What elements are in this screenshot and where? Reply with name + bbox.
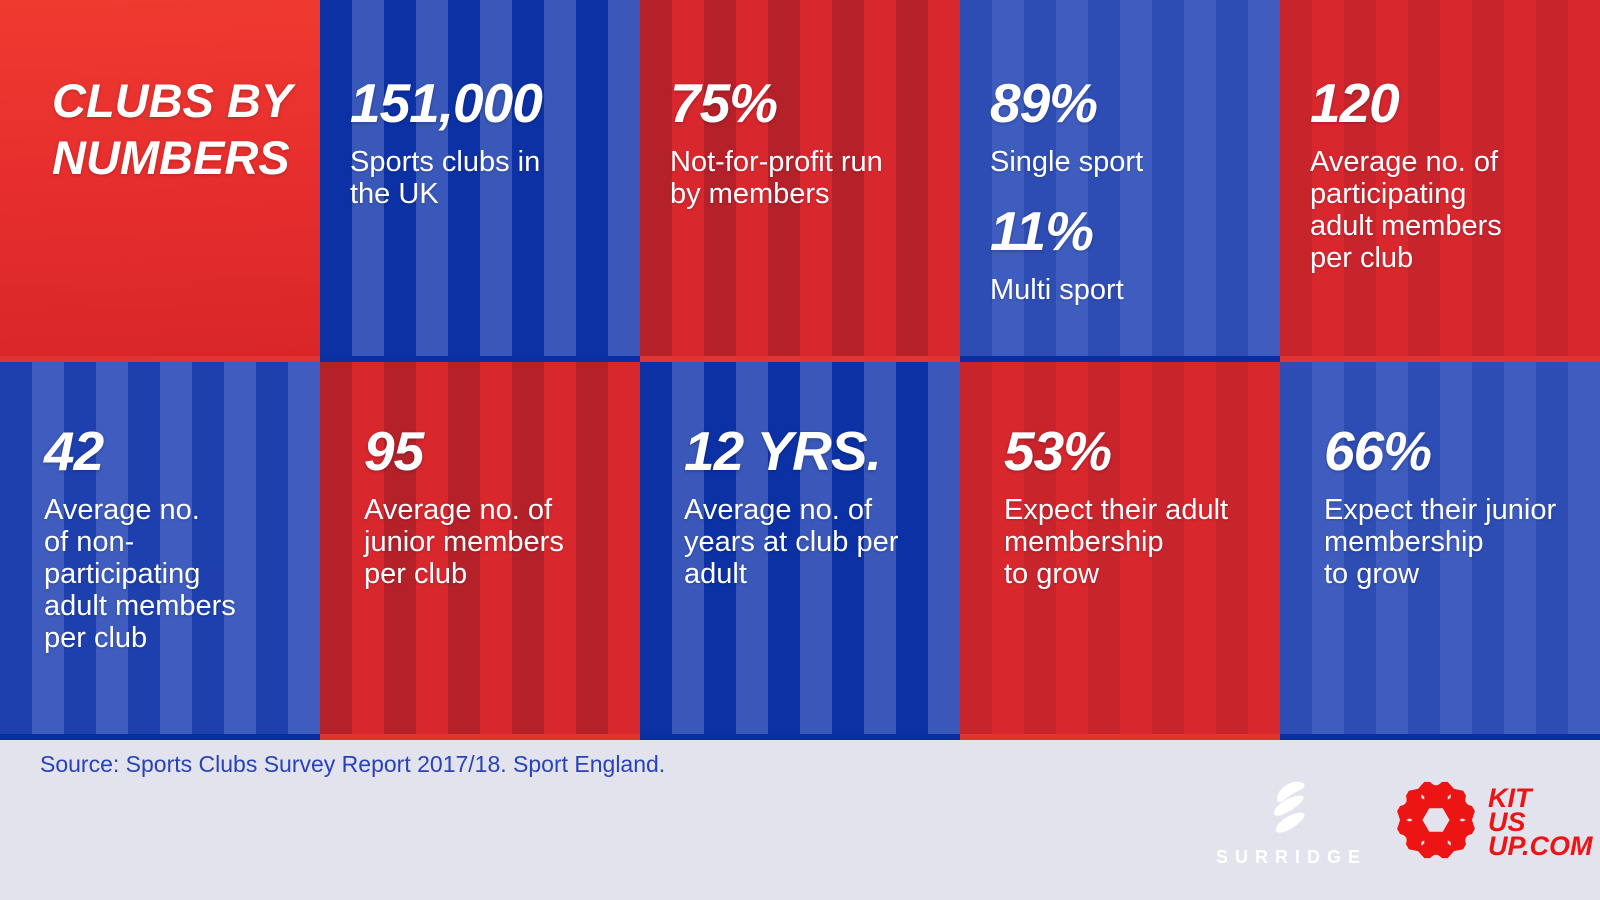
stat-label-line: Average no. of	[364, 494, 553, 526]
stat-label-line: Average no. of	[1310, 146, 1499, 178]
footer: Source: Sports Clubs Survey Report 2017/…	[0, 740, 1600, 900]
surridge-s-icon	[1273, 781, 1305, 833]
stat-label-line: per club	[364, 558, 468, 590]
stat-label: Multi sport	[990, 274, 1262, 306]
stat-label: Single sport	[990, 146, 1262, 178]
stat-tile-participating-adults: 120 Average no. of participating adult m…	[1280, 0, 1600, 362]
source-text: Source: Sports Clubs Survey Report 2017/…	[40, 751, 666, 777]
stat-label-line: Multi sport	[990, 274, 1124, 306]
stat-label-line: Expect their junior	[1324, 494, 1557, 526]
surridge-logo: SURRIDGE	[1216, 778, 1362, 868]
bottom-row: 42 Average no. of non- participating adu…	[0, 362, 1600, 740]
stat-label-line: Average no. of	[684, 494, 873, 526]
stat-label: Average no. of participating adult membe…	[1310, 146, 1582, 274]
kitusup-word-line: US	[1488, 807, 1526, 837]
stat-tile-junior-growth: 66% Expect their junior membership to gr…	[1280, 362, 1600, 740]
stat-label-line: adult members	[44, 590, 236, 622]
stat: 66% Expect their junior membership to gr…	[1324, 420, 1584, 591]
top-row: CLUBS BY NUMBERS 151,000 Sports clubs in…	[0, 0, 1600, 362]
stat-label: Sports clubs in the UK	[350, 146, 622, 210]
stat-tile-not-for-profit: 75% Not-for-profit run by members	[640, 0, 960, 362]
stat: 89% Single sport	[990, 72, 1262, 179]
stat-tile-junior-members: 95 Average no. of junior members per clu…	[320, 362, 640, 740]
stat-tile-years-at-club: 12 YRS. Average no. of years at club per…	[640, 362, 960, 740]
stat-label: Not-for-profit run by members	[670, 146, 942, 210]
title-tile: CLUBS BY NUMBERS	[0, 0, 320, 362]
stat-label-line: Not-for-profit run	[670, 146, 883, 178]
stat-label-line: adult	[684, 558, 747, 590]
stat-tile-single-multi-sport: 89% Single sport 11% Multi sport	[960, 0, 1280, 362]
stat-label-line: adult members	[1310, 210, 1502, 242]
stat-label-line: years at club per	[684, 526, 899, 558]
stat-tile-sports-clubs: 151,000 Sports clubs in the UK	[320, 0, 640, 362]
stat-tile-non-participating-adults: 42 Average no. of non- participating adu…	[0, 362, 320, 740]
stat-label-line: to grow	[1324, 558, 1420, 590]
stat-label-line: the UK	[350, 178, 439, 210]
stat-label-line: by members	[670, 178, 830, 210]
stat-value: 12 YRS.	[684, 420, 882, 482]
surridge-wordmark: SURRIDGE	[1216, 847, 1368, 867]
stat: 11% Multi sport	[990, 200, 1262, 307]
stat-label-line: of non-	[44, 526, 135, 558]
stat-value: 95	[364, 420, 424, 482]
kitusup-wordmark: KIT US UP.COM	[1488, 783, 1593, 861]
stat-label: Expect their junior membership to grow	[1324, 494, 1584, 590]
stat-label-line: to grow	[1004, 558, 1100, 590]
stat-label-line: membership	[1324, 526, 1484, 558]
stat-label: Average no. of years at club per adult	[684, 494, 944, 590]
stat-label-line: per club	[1310, 242, 1414, 274]
stat-label-line: Expect their adult	[1004, 494, 1229, 526]
stat: 95 Average no. of junior members per clu…	[364, 420, 624, 591]
stat-label-line: Sports clubs in	[350, 146, 541, 178]
stat-value: 75%	[670, 72, 778, 134]
stat: 42 Average no. of non- participating adu…	[44, 420, 304, 655]
stat-value: 66%	[1324, 420, 1432, 482]
stat-label: Average no. of non- participating adult …	[44, 494, 304, 654]
kitusup-word-line: KIT	[1488, 783, 1532, 813]
stat-tile-adult-growth: 53% Expect their adult membership to gro…	[960, 362, 1280, 740]
stat: 120 Average no. of participating adult m…	[1310, 72, 1582, 275]
stat-value: 120	[1310, 72, 1400, 134]
stat-label-line: participating	[44, 558, 201, 590]
stat-value: 11%	[990, 200, 1094, 262]
stat-label-line: Single sport	[990, 146, 1144, 178]
kitusup-shirts-icon	[1397, 781, 1475, 859]
stat: 151,000 Sports clubs in the UK	[350, 72, 622, 211]
stat-label-line: per club	[44, 622, 148, 654]
kitusup-word-line: UP.COM	[1488, 831, 1593, 861]
title-line: NUMBERS	[52, 131, 290, 184]
stat-label-line: Average no.	[44, 494, 200, 526]
stat: 53% Expect their adult membership to gro…	[1004, 420, 1264, 591]
stat-label-line: membership	[1004, 526, 1164, 558]
page-title: CLUBS BY NUMBERS	[52, 72, 310, 186]
stat-value: 151,000	[350, 72, 543, 134]
title-line: CLUBS BY	[52, 74, 293, 127]
stat: 75% Not-for-profit run by members	[670, 72, 942, 211]
stat-value: 42	[44, 420, 104, 482]
stat-label-line: junior members	[364, 526, 564, 558]
stat-value: 89%	[990, 72, 1098, 134]
stat-label: Average no. of junior members per club	[364, 494, 624, 590]
stat-value: 53%	[1004, 420, 1112, 482]
stat: 12 YRS. Average no. of years at club per…	[684, 420, 944, 591]
stat-label: Expect their adult membership to grow	[1004, 494, 1264, 590]
stat-label-line: participating	[1310, 178, 1467, 210]
